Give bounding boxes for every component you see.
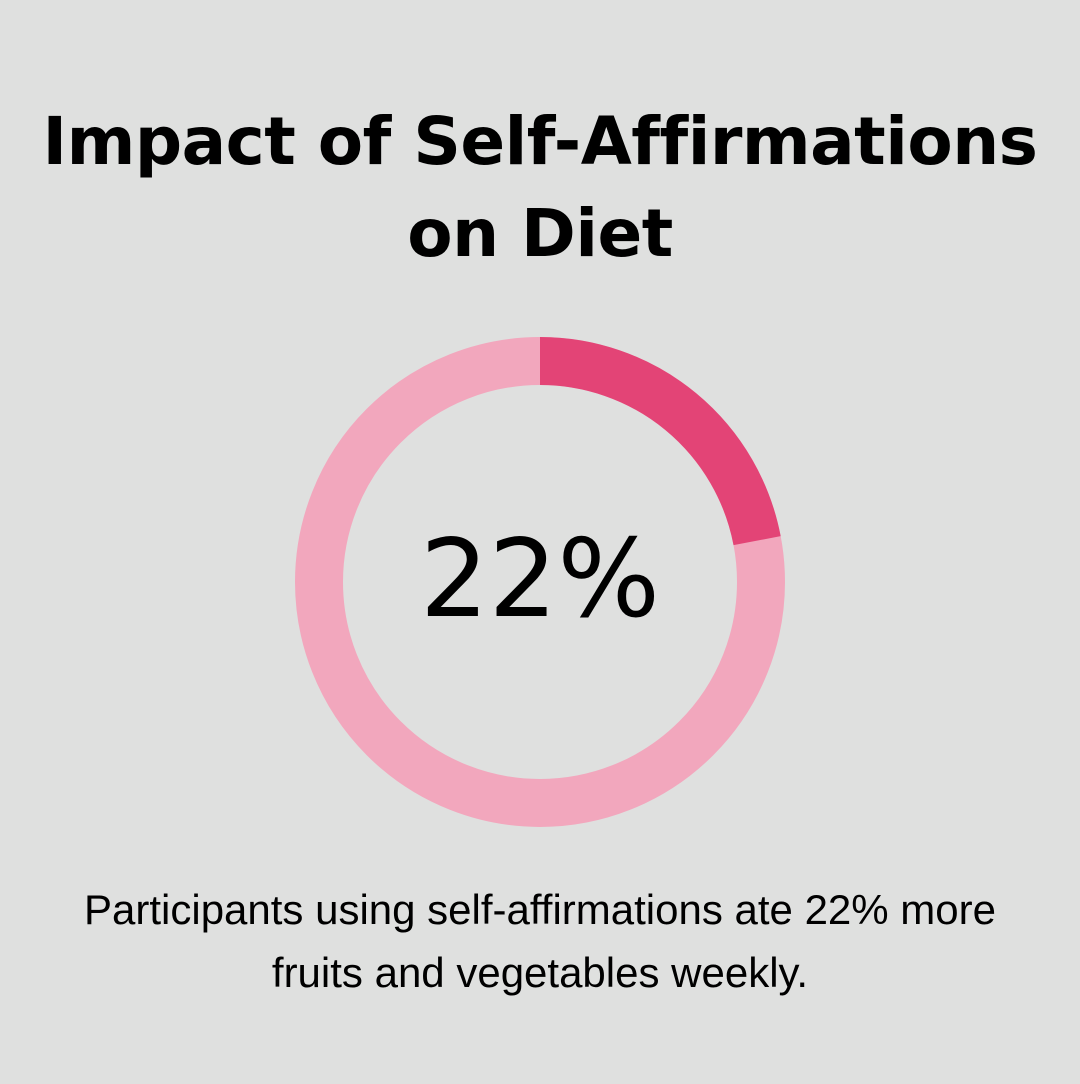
center-percentage: 22%	[419, 517, 661, 642]
caption: Participants using self-affirmations ate…	[84, 886, 996, 996]
donut-value-slice	[295, 337, 785, 827]
page-title: Impact of Self-Affirmations on Diet	[42, 103, 1038, 272]
